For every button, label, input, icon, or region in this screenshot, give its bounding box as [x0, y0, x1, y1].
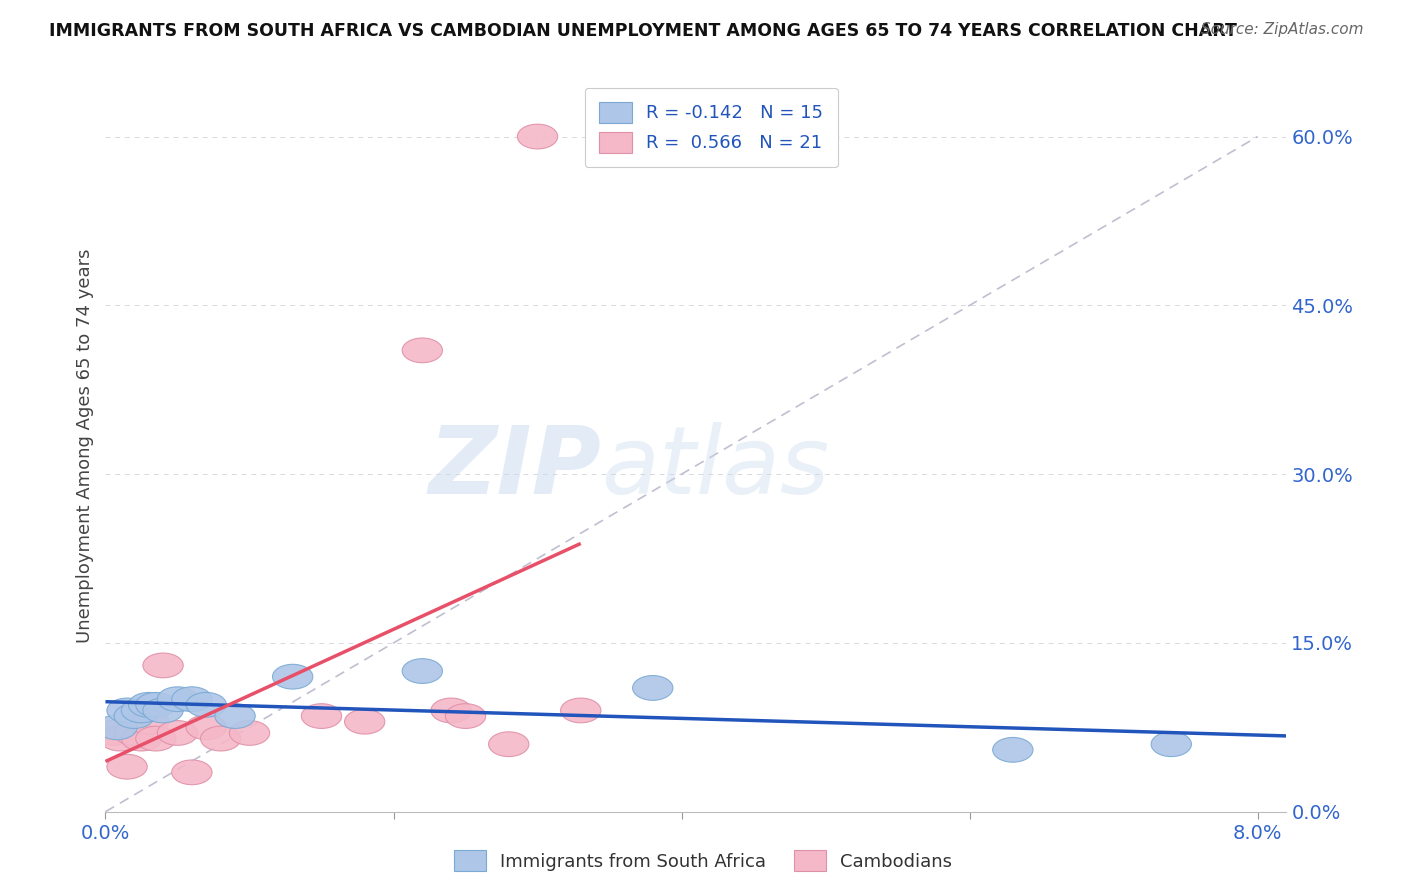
Y-axis label: Unemployment Among Ages 65 to 74 years: Unemployment Among Ages 65 to 74 years: [76, 249, 94, 643]
Ellipse shape: [1152, 731, 1191, 756]
Ellipse shape: [100, 726, 141, 751]
Text: atlas: atlas: [602, 423, 830, 514]
Ellipse shape: [107, 698, 148, 723]
Ellipse shape: [121, 726, 162, 751]
Ellipse shape: [432, 698, 471, 723]
Ellipse shape: [172, 760, 212, 785]
Ellipse shape: [128, 692, 169, 717]
Legend: R = -0.142   N = 15, R =  0.566   N = 21: R = -0.142 N = 15, R = 0.566 N = 21: [585, 87, 838, 167]
Ellipse shape: [488, 731, 529, 756]
Ellipse shape: [107, 755, 148, 779]
Text: IMMIGRANTS FROM SOUTH AFRICA VS CAMBODIAN UNEMPLOYMENT AMONG AGES 65 TO 74 YEARS: IMMIGRANTS FROM SOUTH AFRICA VS CAMBODIA…: [49, 22, 1237, 40]
Legend: Immigrants from South Africa, Cambodians: Immigrants from South Africa, Cambodians: [446, 843, 960, 879]
Ellipse shape: [114, 704, 155, 729]
Text: Source: ZipAtlas.com: Source: ZipAtlas.com: [1201, 22, 1364, 37]
Ellipse shape: [201, 726, 240, 751]
Ellipse shape: [633, 675, 673, 700]
Ellipse shape: [215, 704, 256, 729]
Ellipse shape: [993, 738, 1033, 762]
Ellipse shape: [136, 726, 176, 751]
Ellipse shape: [114, 721, 155, 746]
Ellipse shape: [301, 704, 342, 729]
Ellipse shape: [273, 665, 314, 689]
Ellipse shape: [121, 698, 162, 723]
Ellipse shape: [93, 721, 132, 746]
Ellipse shape: [344, 709, 385, 734]
Ellipse shape: [446, 704, 485, 729]
Ellipse shape: [517, 124, 558, 149]
Ellipse shape: [186, 692, 226, 717]
Ellipse shape: [157, 721, 198, 746]
Ellipse shape: [561, 698, 600, 723]
Ellipse shape: [157, 687, 198, 712]
Ellipse shape: [402, 658, 443, 683]
Ellipse shape: [136, 692, 176, 717]
Ellipse shape: [186, 715, 226, 739]
Text: ZIP: ZIP: [429, 422, 602, 514]
Ellipse shape: [172, 687, 212, 712]
Ellipse shape: [229, 721, 270, 746]
Ellipse shape: [128, 709, 169, 734]
Ellipse shape: [143, 698, 183, 723]
Ellipse shape: [143, 653, 183, 678]
Ellipse shape: [402, 338, 443, 363]
Ellipse shape: [97, 715, 138, 739]
